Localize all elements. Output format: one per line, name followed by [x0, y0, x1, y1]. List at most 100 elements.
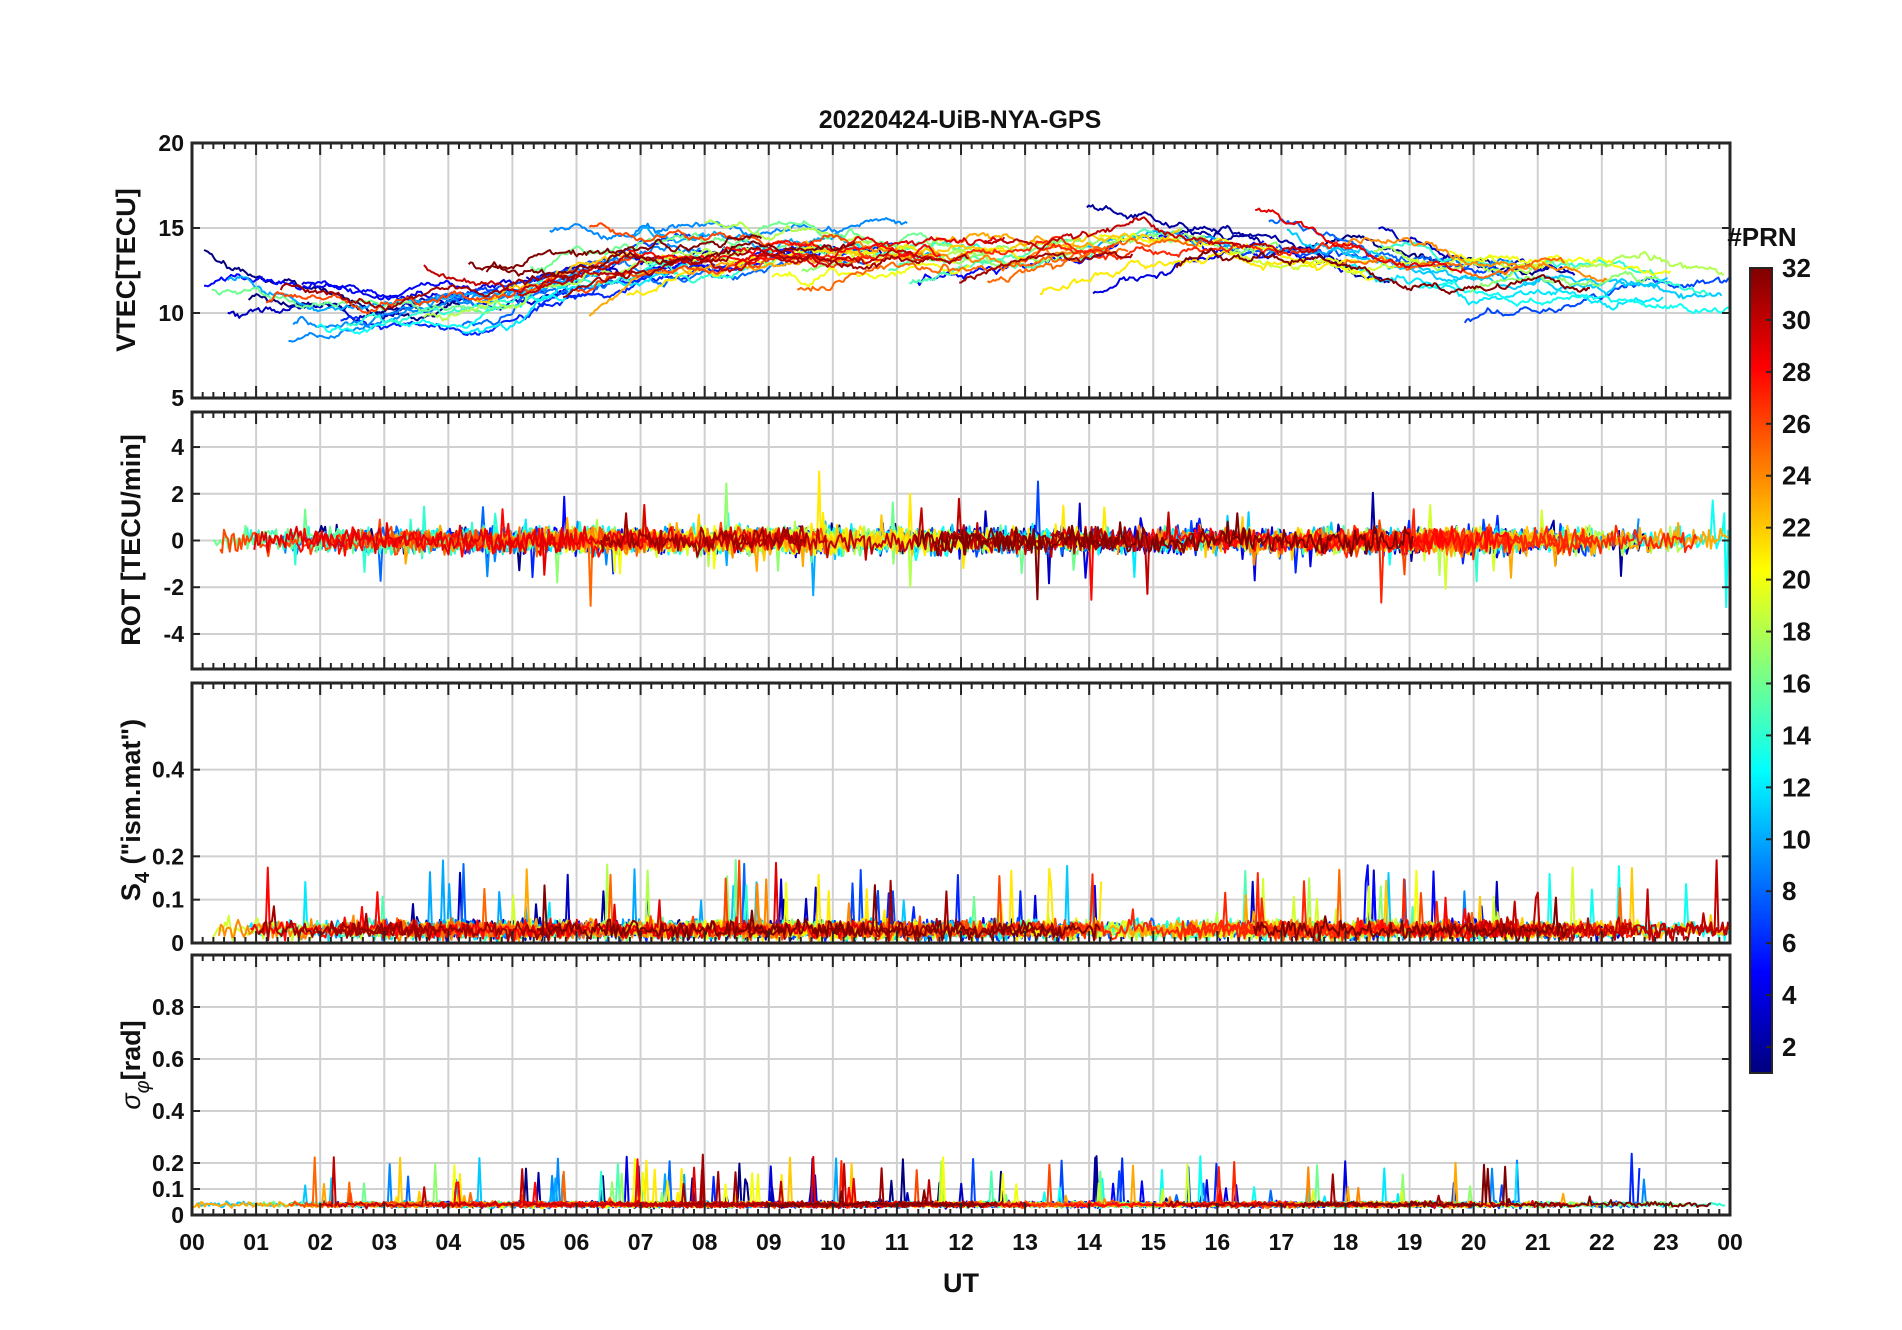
panel-rot: -4 -2 0 2 4 ROT [TECU/min] [116, 410, 1732, 671]
y-tick-label: -2 [164, 574, 184, 600]
prn-series-line [891, 232, 1280, 267]
panel-rot-ytick-labels: -4 -2 0 2 4 [164, 434, 185, 647]
prn-series-line [461, 255, 727, 334]
x-tick-label: 17 [1269, 1229, 1295, 1255]
x-tick-label: 18 [1333, 1229, 1359, 1255]
panel-vtec-ytick-labels: 5 10 15 20 [158, 130, 184, 411]
prn-series-line [422, 247, 749, 322]
prn-series-line [203, 249, 461, 322]
y-tick-label: 15 [158, 215, 184, 241]
prn-series-line [319, 1156, 708, 1210]
prn-series-line [771, 262, 971, 288]
colorbar-tick-label: 12 [1782, 772, 1811, 802]
prn-series-line [1469, 270, 1659, 293]
prn-series-line [747, 884, 1101, 942]
panel-sigphi-grid [192, 955, 1730, 1215]
colorbar-tick-label: 30 [1782, 305, 1811, 335]
panel-rot-frame [190, 410, 1732, 671]
panel-sigphi: 00.10.2 0.4 0.6 0.8 σφ[rad] [116, 953, 1732, 1228]
sigphi-ylabel-sub: φ [132, 1080, 154, 1093]
panel-vtec: 5 10 15 20 VTEC[TECU] [111, 130, 1732, 411]
panel-s4-grid [192, 683, 1730, 943]
x-tick-label: 22 [1589, 1229, 1615, 1255]
x-tick-labels: 00 01 02 03 04 05 06 07 08 09 10 11 12 13 14 15 16 17 18 19… [179, 1229, 1743, 1255]
y-tick-label: 0 [171, 930, 184, 956]
x-tick-label: 03 [371, 1229, 397, 1255]
x-tick-label: 11 [885, 1229, 910, 1255]
prn-series-line [765, 1189, 998, 1209]
y-tick-label: 0.1 [152, 1176, 184, 1202]
sigphi-ylabel-main: σ [116, 1092, 146, 1110]
prn-series-line [1337, 255, 1566, 279]
y-tick-label: 0.4 [152, 1098, 184, 1124]
prn-series-line [423, 260, 644, 294]
y-tick-label: 2 [171, 481, 184, 507]
prn-series-line [935, 232, 1110, 255]
prn-series-line [485, 234, 763, 273]
x-tick-label: 02 [307, 1229, 333, 1255]
y-tick-label: 20 [158, 130, 184, 156]
y-tick-label: 4 [171, 434, 184, 460]
prn-series-line [330, 919, 561, 943]
x-tick-label: 01 [243, 1229, 269, 1255]
x-tick-label: 04 [436, 1229, 462, 1255]
x-tick-label: 06 [564, 1229, 590, 1255]
y-tick-label: 0.2 [152, 843, 184, 869]
s4-ylabel: S4 ("ism.mat") [116, 719, 154, 901]
colorbar-title: #PRN [1727, 222, 1796, 252]
x-tick-label: 07 [628, 1229, 654, 1255]
x-tick-label: 16 [1205, 1229, 1231, 1255]
prn-series-line [1255, 207, 1466, 274]
x-tick-label: 13 [1012, 1229, 1038, 1255]
panel-sigphi-frame [190, 953, 1732, 1217]
prn-series-line [253, 522, 567, 556]
colorbar-tick-label: 6 [1782, 928, 1796, 958]
colorbar-tick-label: 22 [1782, 513, 1811, 543]
s4-ylabel-sub: 4 [132, 871, 154, 883]
prn-series-line [959, 251, 1134, 284]
chart-title: 20220424-UiB-NYA-GPS [819, 106, 1102, 134]
x-tick-label: 05 [500, 1229, 526, 1255]
panel-s4-ytick-labels: 0 0.1 0.2 0.4 [152, 757, 184, 956]
colorbar-tick-label: 24 [1782, 461, 1811, 491]
x-tick-label: 10 [820, 1229, 846, 1255]
prn-series-line [1300, 1163, 1712, 1209]
panel-s4-series [212, 858, 1730, 943]
prn-series-line [734, 235, 1006, 268]
prn-series-line [810, 1158, 1138, 1210]
y-tick-label: 5 [171, 385, 184, 411]
prn-series-line [467, 240, 856, 277]
x-tick-label: 12 [948, 1229, 974, 1255]
panel-sigphi-ytick-labels: 00.10.2 0.4 0.6 0.8 [152, 994, 184, 1228]
x-tick-label: 19 [1397, 1229, 1423, 1255]
prn-series-line [397, 1156, 624, 1208]
prn-series-line [537, 503, 805, 576]
panel-vtec-frame [190, 141, 1732, 400]
colorbar-tick-label: 28 [1782, 357, 1811, 387]
x-tick-label: 08 [692, 1229, 718, 1255]
prn-series-line [1333, 236, 1608, 283]
y-tick-label: -4 [164, 621, 185, 647]
s4-ylabel-rest: ("ism.mat") [116, 719, 146, 872]
prn-series-line [1092, 249, 1344, 295]
sigphi-ylabel-rest: [rad] [116, 1020, 146, 1080]
s4-ylabel-main: S [116, 883, 146, 901]
y-tick-label: 10 [158, 300, 184, 326]
prn-series-line [703, 507, 1033, 561]
colorbar-tick-label: 10 [1782, 824, 1811, 854]
panel-vtec-series [203, 204, 1730, 343]
prn-series-line [600, 512, 808, 558]
prn-series-line [211, 286, 511, 315]
colorbar-tick-label: 26 [1782, 409, 1811, 439]
x-tick-label: 20 [1461, 1229, 1487, 1255]
x-tick-label: 00 [179, 1229, 205, 1255]
x-tick-label: 15 [1140, 1229, 1166, 1255]
prn-series-line [984, 216, 1318, 254]
panel-s4: 0 0.1 0.2 0.4 S4 ("ism.mat") [116, 681, 1732, 956]
prn-series-line [279, 273, 578, 311]
y-tick-label: 0.2 [152, 1150, 184, 1176]
colorbar-tick-label: 18 [1782, 617, 1811, 647]
